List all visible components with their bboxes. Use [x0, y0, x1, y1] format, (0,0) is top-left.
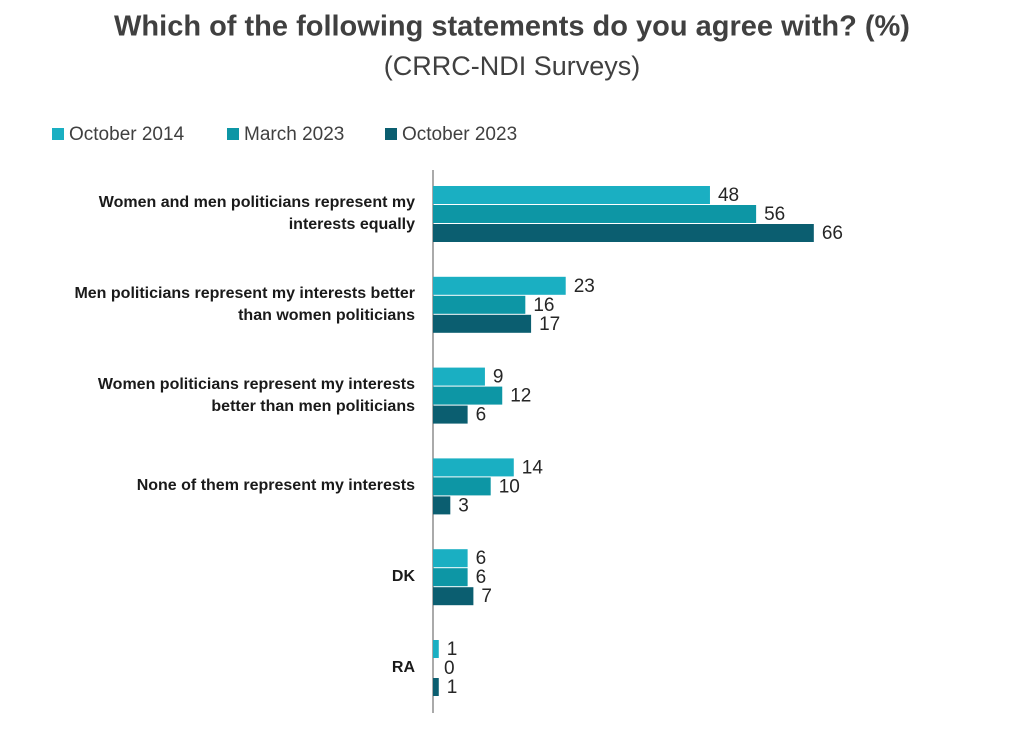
bar — [433, 205, 757, 223]
chart-title: Which of the following statements do you… — [114, 11, 910, 43]
value-label: 10 — [499, 476, 520, 497]
value-label: 0 — [444, 658, 455, 679]
bar — [433, 477, 491, 496]
bar — [433, 295, 526, 314]
legend-swatch — [385, 128, 397, 140]
bar — [433, 678, 439, 696]
category-label: DK — [391, 568, 415, 586]
category-label: Women politicians represent my interests… — [97, 375, 415, 415]
value-label: 23 — [574, 276, 595, 297]
value-label: 66 — [822, 223, 843, 244]
category-label: None of them represent my interests — [136, 477, 415, 495]
category-label: Women and men politicians represent my i… — [98, 194, 415, 233]
value-label: 16 — [533, 295, 554, 316]
bar — [433, 314, 532, 333]
bar — [433, 405, 468, 424]
legend-swatch — [227, 128, 239, 140]
legend-label: October 2023 — [402, 124, 517, 145]
category-label: RA — [391, 659, 415, 676]
bar — [433, 224, 814, 242]
bar — [433, 386, 503, 405]
bar — [433, 568, 468, 587]
value-label: 1 — [447, 677, 458, 698]
bar — [433, 276, 566, 295]
value-label: 6 — [476, 567, 487, 588]
bar — [433, 640, 439, 658]
bar — [433, 496, 451, 515]
bar — [433, 367, 485, 386]
bar — [433, 186, 710, 204]
value-label: 1 — [447, 639, 458, 660]
value-label: 14 — [522, 457, 544, 478]
chart-subtitle: (CRRC-NDI Surveys) — [384, 51, 641, 81]
value-label: 7 — [481, 586, 492, 607]
value-label: 56 — [764, 204, 785, 225]
bar — [433, 587, 474, 606]
value-label: 6 — [476, 405, 487, 426]
value-label: 17 — [539, 314, 560, 335]
value-label: 48 — [718, 185, 739, 206]
legend-label: March 2023 — [244, 124, 344, 145]
legend-label: October 2014 — [69, 124, 185, 145]
value-label: 12 — [510, 386, 531, 407]
bar — [433, 458, 514, 477]
value-label: 9 — [493, 367, 504, 388]
legend-swatch — [52, 128, 64, 140]
bar — [433, 549, 468, 568]
value-label: 6 — [476, 548, 487, 569]
value-label: 3 — [458, 495, 469, 516]
category-label: Men politicians represent my interests b… — [74, 284, 415, 324]
